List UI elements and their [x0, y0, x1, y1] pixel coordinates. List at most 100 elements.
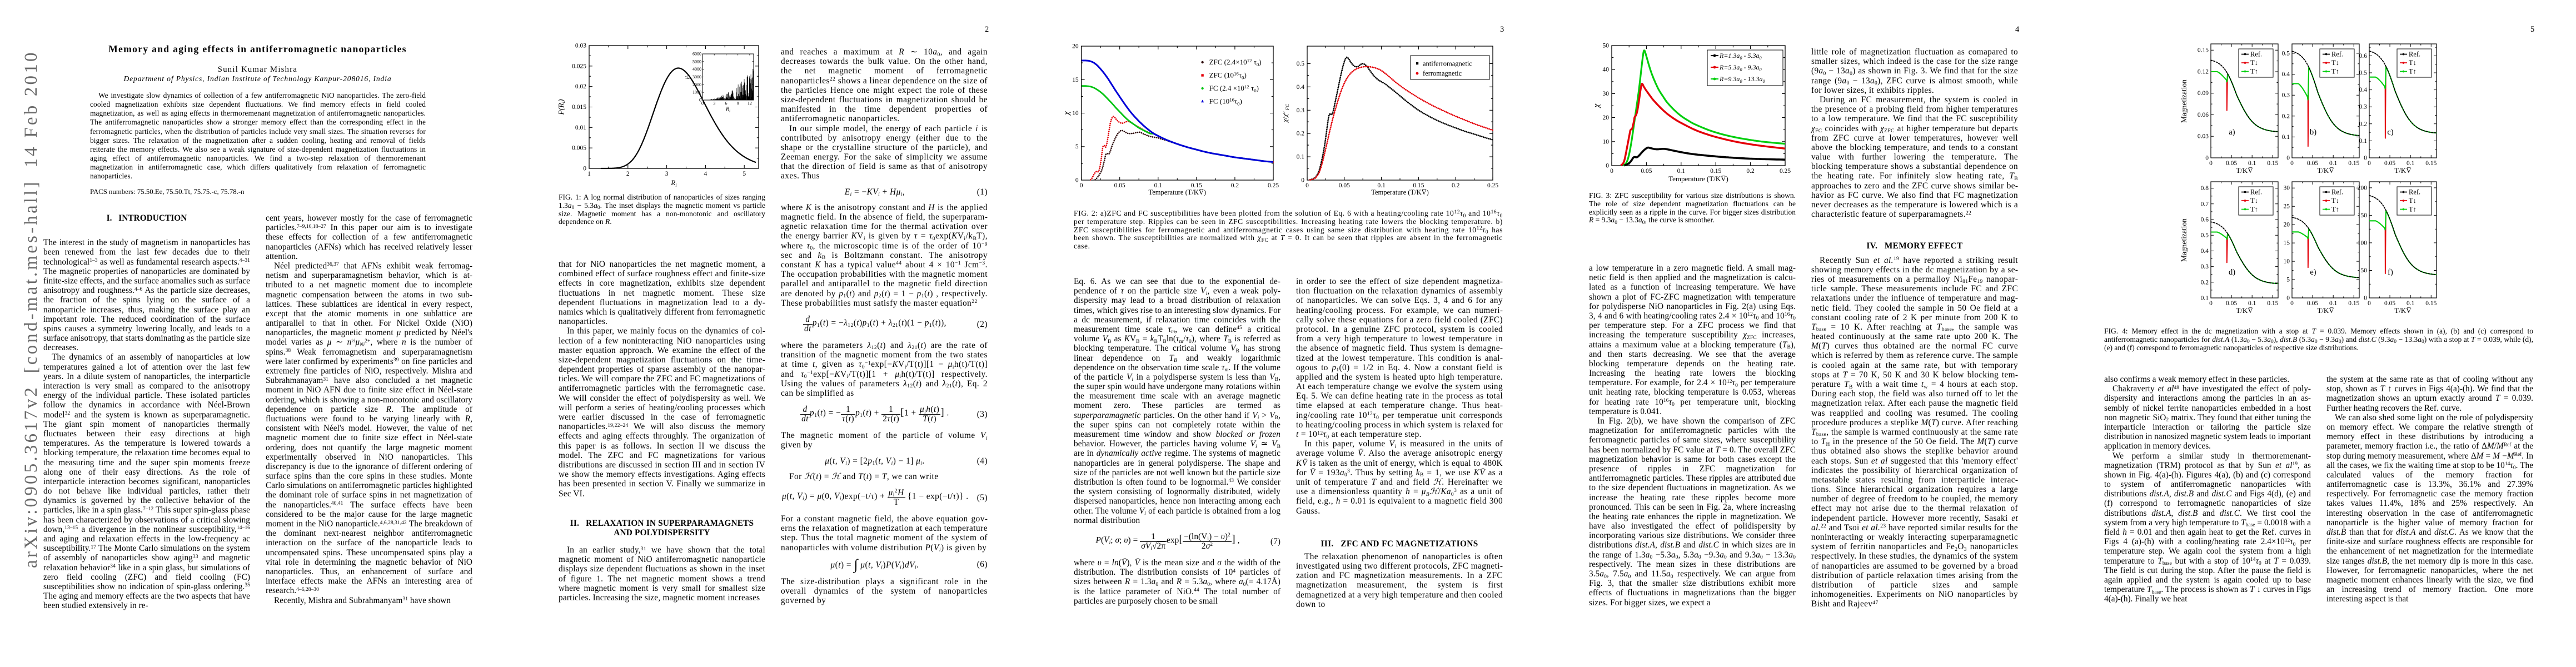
svg-text:0.2: 0.2 — [1231, 182, 1239, 189]
svg-text:Ri: Ri — [725, 106, 730, 113]
svg-text:0: 0 — [2286, 295, 2290, 302]
svg-text:d): d) — [2229, 268, 2235, 277]
svg-text:0.4: 0.4 — [2282, 71, 2290, 78]
svg-text:25: 25 — [2284, 203, 2290, 210]
svg-text:f): f) — [2388, 268, 2393, 277]
svg-text:T↓: T↓ — [2409, 59, 2416, 67]
svg-text:T↑: T↑ — [2409, 68, 2416, 76]
svg-text:T/KV̅: T/KV̅ — [2394, 166, 2411, 175]
svg-text:2: 2 — [626, 171, 630, 177]
svg-text:0.25: 0.25 — [1487, 182, 1498, 189]
svg-text:T↑: T↑ — [2331, 68, 2339, 76]
svg-text:0.1: 0.1 — [2329, 160, 2338, 167]
svg-text:10: 10 — [1603, 138, 1610, 145]
svg-text:0.15: 0.15 — [2425, 300, 2437, 307]
svg-text:20: 20 — [1072, 43, 1079, 50]
svg-text:R=1.3a0 - 5.3a0: R=1.3a0 - 5.3a0 — [1719, 52, 1762, 61]
svg-text:30: 30 — [1603, 91, 1610, 97]
svg-text:0.03: 0.03 — [575, 43, 586, 49]
svg-text:10: 10 — [1072, 110, 1079, 117]
svg-text:T↓: T↓ — [2331, 59, 2339, 67]
svg-text:antiferromagnetic: antiferromagnetic — [1423, 60, 1472, 68]
svg-text:0.2: 0.2 — [2201, 279, 2209, 286]
svg-text:0: 0 — [1610, 168, 1613, 175]
svg-text:0.3: 0.3 — [2359, 104, 2368, 111]
svg-text:0.4: 0.4 — [1297, 84, 1305, 91]
svg-text:0.06: 0.06 — [2198, 112, 2209, 118]
svg-text:0.2: 0.2 — [1452, 182, 1460, 189]
svg-text:0.25: 0.25 — [1780, 168, 1791, 175]
svg-text:T/KV̅: T/KV̅ — [2317, 306, 2334, 315]
svg-text:5: 5 — [2286, 277, 2290, 283]
svg-text:20: 20 — [1603, 115, 1610, 121]
svg-text:R=5.3a0 - 9.3a0: R=5.3a0 - 9.3a0 — [1719, 63, 1762, 72]
svg-text:0.1: 0.1 — [1677, 168, 1686, 175]
svg-text:c): c) — [2387, 128, 2393, 137]
svg-text:0: 0 — [2364, 295, 2367, 302]
svg-text:50: 50 — [2361, 267, 2368, 274]
svg-text:0.05: 0.05 — [2307, 300, 2318, 307]
svg-text:0.15: 0.15 — [1191, 182, 1202, 189]
svg-text:5: 5 — [743, 171, 746, 177]
svg-text:3000: 3000 — [692, 74, 701, 79]
svg-text:0.15: 0.15 — [1413, 182, 1424, 189]
svg-text:0.5: 0.5 — [1297, 61, 1305, 67]
svg-text:T/KV̅: T/KV̅ — [2394, 306, 2411, 315]
svg-text:5000: 5000 — [692, 59, 701, 64]
svg-text:0.1: 0.1 — [2248, 300, 2256, 307]
svg-text:ZFC (2.4×1012 τ0): ZFC (2.4×1012 τ0) — [1209, 58, 1262, 67]
svg-text:0: 0 — [1306, 182, 1309, 189]
svg-text:6000: 6000 — [692, 52, 701, 57]
svg-text:0.6: 0.6 — [2359, 53, 2368, 59]
svg-text:Ref.: Ref. — [2331, 188, 2343, 196]
svg-text:6: 6 — [725, 101, 728, 106]
svg-text:0.015: 0.015 — [572, 104, 586, 111]
svg-text:0.025: 0.025 — [572, 63, 586, 69]
svg-text:Ri: Ri — [670, 178, 677, 188]
svg-text:Ref.: Ref. — [2409, 188, 2420, 196]
svg-text:T↑: T↑ — [2331, 206, 2339, 213]
svg-text:Temperature (T/KV̅): Temperature (T/KV̅) — [1149, 188, 1207, 196]
svg-text:0: 0 — [2364, 155, 2367, 162]
svg-text:1: 1 — [587, 171, 591, 177]
svg-text:0.5: 0.5 — [2201, 232, 2209, 239]
svg-text:0.05: 0.05 — [2384, 160, 2395, 167]
svg-text:5: 5 — [1075, 143, 1079, 150]
svg-text:P(Ri): P(Ri) — [557, 99, 566, 116]
svg-text:9: 9 — [737, 101, 739, 106]
svg-text:e): e) — [2310, 268, 2316, 277]
svg-text:0.05: 0.05 — [2226, 300, 2237, 307]
svg-text:0: 0 — [2290, 300, 2294, 307]
svg-text:0.5: 0.5 — [2282, 50, 2290, 57]
svg-text:T↓: T↓ — [2331, 197, 2339, 205]
svg-text:T/KV̅: T/KV̅ — [2236, 306, 2253, 315]
svg-text:2000: 2000 — [692, 82, 701, 87]
svg-text:0: 0 — [2209, 160, 2213, 167]
svg-text:0.1: 0.1 — [1377, 182, 1386, 189]
svg-text:15: 15 — [1072, 77, 1079, 83]
svg-text:0.1: 0.1 — [2248, 160, 2256, 167]
svg-text:1000: 1000 — [692, 90, 701, 95]
svg-text:0.3: 0.3 — [2201, 263, 2209, 270]
svg-text:T↑: T↑ — [2409, 206, 2416, 213]
svg-text:0.05: 0.05 — [1641, 168, 1652, 175]
svg-text:0.7: 0.7 — [2201, 201, 2209, 207]
svg-text:FC (1016τ0): FC (1016τ0) — [1209, 97, 1242, 107]
svg-text:ferromagnetic: ferromagnetic — [1423, 69, 1462, 77]
svg-text:0.09: 0.09 — [2198, 90, 2209, 97]
svg-text:0.2: 0.2 — [1297, 131, 1305, 137]
svg-text:0.05: 0.05 — [1114, 182, 1125, 189]
svg-text:Magnetization: Magnetization — [2180, 79, 2188, 123]
svg-text:0.1: 0.1 — [2201, 295, 2209, 302]
svg-text:0.05: 0.05 — [1339, 182, 1350, 189]
svg-text:200: 200 — [2358, 185, 2368, 191]
svg-text:FC (2.4 ×1012 τ0): FC (2.4 ×1012 τ0) — [1209, 84, 1259, 93]
svg-text:30: 30 — [2284, 185, 2290, 192]
svg-text:0: 0 — [1075, 177, 1079, 184]
svg-text:0.02: 0.02 — [575, 83, 586, 90]
svg-text:0.1: 0.1 — [2359, 138, 2368, 145]
svg-text:0: 0 — [2290, 160, 2294, 167]
svg-text:0.15: 0.15 — [2267, 160, 2278, 167]
svg-text:0.15: 0.15 — [2267, 300, 2278, 307]
svg-text:0.1: 0.1 — [2282, 134, 2290, 141]
